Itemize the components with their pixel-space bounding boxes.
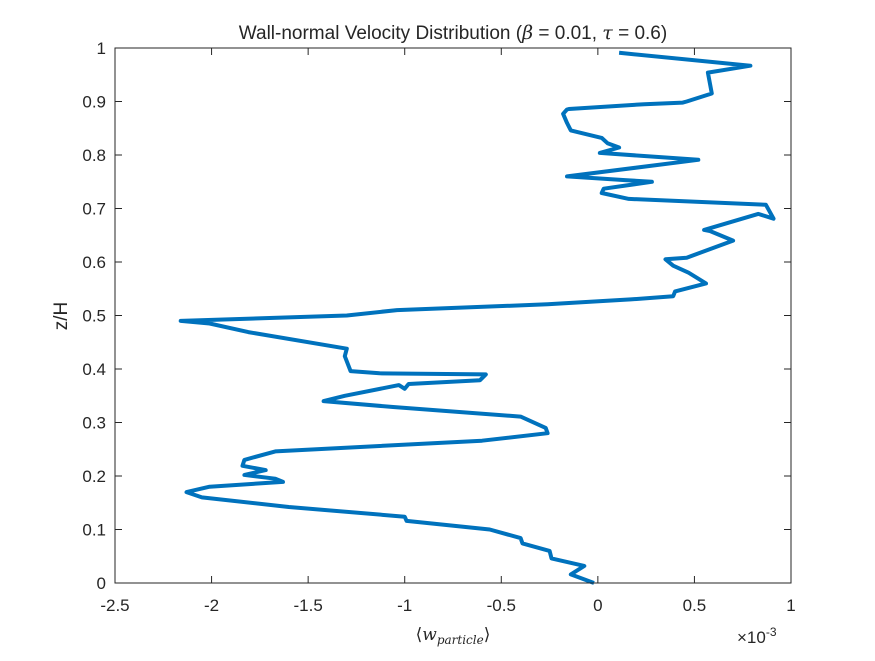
x-tick-label: 0: [593, 596, 602, 615]
x-tick-label: -2.5: [100, 596, 129, 615]
y-tick-label: 0.5: [82, 307, 106, 326]
series-layer: [178, 50, 776, 585]
series-line: [178, 50, 776, 585]
title-prefix: Wall-normal Velocity Distribution (: [239, 23, 523, 44]
y-tick-label: 0.2: [82, 467, 106, 486]
x-tick-label: 0.5: [683, 596, 707, 615]
x-tick-label: -1.5: [293, 596, 322, 615]
title-tau-value: = 0.6): [613, 23, 667, 44]
y-tick-label: 0.7: [82, 200, 106, 219]
y-tick-label: 0.1: [82, 521, 106, 540]
x-tick-label: -0.5: [487, 596, 516, 615]
x-label-variable: w: [422, 625, 437, 645]
y-tick-label: 0.9: [82, 93, 106, 112]
x-label-close-bracket: ⟩: [484, 625, 491, 645]
title-tau-symbol: τ: [602, 22, 613, 44]
x-label-subscript: particle: [437, 633, 484, 647]
y-tick-label: 0: [97, 574, 106, 593]
title-beta-value: = 0.01,: [533, 23, 602, 44]
x-tick-label: -1: [397, 596, 412, 615]
chart-title: Wall-normal Velocity Distribution (β = 0…: [239, 22, 667, 44]
y-tick-label: 0.8: [82, 146, 106, 165]
y-tick-label: 0.6: [82, 253, 106, 272]
y-tick-label: 0.3: [82, 414, 106, 433]
x-label-open-bracket: ⟨: [416, 625, 423, 645]
exponent-power: -3: [766, 625, 777, 639]
title-beta-symbol: β: [521, 22, 533, 44]
x-axis-exponent: ×10-3: [737, 625, 777, 647]
y-tick-label: 1: [97, 39, 106, 58]
x-axis-label: ⟨wparticle⟩: [416, 625, 491, 647]
x-tick-label: 1: [786, 596, 795, 615]
plot-background: [115, 48, 791, 583]
y-axis-label: z/H: [51, 302, 72, 331]
plot-frame: [114, 47, 792, 584]
exponent-base: ×10: [737, 628, 766, 647]
y-tick-label: 0.4: [82, 360, 106, 379]
labels-layer: -2.5 -2 -1.5 -1 -0.5 0 0.5 1 0 0.1 0.2 0.3 0.4 0.5 0.6…: [82, 39, 795, 615]
x-tick-label: -2: [204, 596, 219, 615]
